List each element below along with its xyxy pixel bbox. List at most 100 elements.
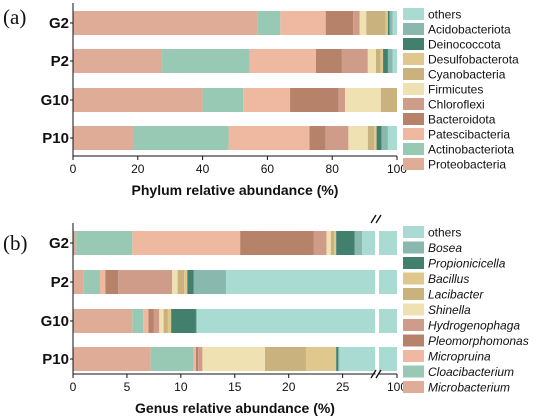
legend-label-shinella: Shinella — [428, 303, 471, 317]
legend-swatch-microbacterium — [403, 381, 424, 393]
axis-break-mark — [370, 214, 377, 224]
bar-g2-hydrogenophaga — [313, 231, 327, 255]
panel-b-label: (b) — [3, 231, 28, 255]
bar-p10-patescibacteria — [228, 126, 310, 150]
legend-label-deinococcota: Deinococcota — [428, 38, 501, 52]
legend-swatch-chloroflexi — [403, 98, 424, 110]
legend-swatch-patescibacteria — [403, 128, 424, 140]
axis-break-gap — [375, 217, 379, 376]
bar-g10-lacibacter — [163, 309, 168, 333]
legend-swatch-bosea — [403, 241, 424, 254]
legend-label-others: others — [428, 8, 461, 22]
legend-swatch-acidobacteriota — [403, 23, 424, 35]
category-label-g10: G10 — [41, 92, 69, 109]
x-tick-label-0: 0 — [70, 162, 77, 176]
x-tick-label-100: 100 — [387, 162, 407, 176]
legend-swatch-others — [403, 8, 424, 20]
x-tick-label-0: 0 — [70, 380, 77, 394]
x-tick-label-40: 40 — [196, 162, 210, 176]
bar-p10-microbacterium — [73, 347, 151, 371]
bar-g2-others — [392, 11, 397, 35]
bar-g10-cyanobacteria — [380, 88, 397, 112]
category-label-g2: G2 — [49, 235, 69, 252]
bar-g2-pleomorphomonas — [240, 231, 314, 255]
legend-swatch-cyanobacteria — [403, 68, 424, 80]
legend-swatch-micropruina — [403, 350, 424, 362]
legend-swatch-others — [403, 226, 424, 238]
legend-label-firmicutes: Firmicutes — [428, 83, 483, 97]
legend-label-acidobacteriota: Acidobacteriota — [428, 23, 511, 37]
bar-p10-chloroflexi — [325, 126, 349, 150]
bar-g10-cloacibacterium — [132, 309, 144, 333]
bar-p2-deinococcota — [383, 49, 388, 73]
bar-g2-micropruina — [132, 231, 241, 255]
bar-p2-cloacibacterium — [83, 270, 100, 294]
bar-p10-pleomorphomonas — [195, 347, 199, 371]
bar-p2-patescibacteria — [249, 49, 316, 73]
bar-p2-chloroflexi — [341, 49, 368, 73]
bar-p10-bacteroidota — [309, 126, 326, 150]
legend-label-micropruina: Micropruina — [428, 350, 491, 364]
bar-g2-shinella — [326, 231, 331, 255]
x-tick-label-20: 20 — [282, 380, 296, 394]
panel-a-legend: othersAcidobacteriotaDeinococcotaDesulfo… — [403, 8, 519, 172]
panel-a-label: (a) — [3, 5, 26, 29]
bar-p2-acidobacteriota — [387, 49, 393, 73]
bar-p10-deinococcota — [376, 126, 382, 150]
legend-swatch-hydrogenophaga — [403, 319, 424, 331]
legend-label-actinobacteriota: Actinobacteriota — [428, 143, 514, 157]
bar-p10-bosea — [338, 347, 340, 371]
legend-swatch-shinella — [403, 303, 424, 316]
legend-label-pleomorphomonas: Pleomorphomonas — [428, 334, 529, 348]
category-label-p10: P10 — [42, 130, 69, 147]
bar-g10-patescibacteria — [243, 88, 291, 112]
legend-swatch-firmicutes — [403, 83, 424, 95]
bar-g2-chloroflexi — [353, 11, 360, 35]
legend-swatch-actinobacteriota — [403, 143, 424, 155]
bar-g2-acidobacteriota — [389, 11, 393, 35]
panel-a-bars — [73, 11, 397, 150]
panel-a-axis: G2 P2 G10 P10 0 20 40 60 80 100 — [41, 3, 407, 176]
bar-g2-firmicutes — [359, 11, 367, 35]
bar-g2-patescibacteria — [280, 11, 326, 35]
bar-p2-desulfobacterota — [380, 49, 384, 73]
bar-p2-shinella — [172, 270, 178, 294]
bar-p10-cloacibacterium — [150, 347, 194, 371]
bar-g10-others — [197, 309, 375, 333]
bar-g10-microbacterium — [73, 309, 133, 333]
bar-g2-bacteroidota — [325, 11, 354, 35]
legend-label-microbacterium: Microbacterium — [428, 381, 510, 395]
legend-swatch-deinococcota — [403, 38, 424, 50]
bar-p2-others — [226, 270, 375, 294]
legend-label-cloacibacterium: Cloacibacterium — [428, 365, 514, 379]
legend-label-propionicicella: Propionicicella — [428, 257, 506, 271]
legend-label-others: others — [428, 226, 461, 240]
legend-label-bacillus: Bacillus — [428, 272, 469, 286]
bar-p10-actinobacteriota — [132, 126, 229, 150]
bar-g10-bacteroidota — [290, 88, 339, 112]
bar-g10-proteobacteria — [73, 88, 203, 112]
bar-g10-bacillus — [167, 309, 172, 333]
legend-swatch-cloacibacterium — [403, 365, 424, 378]
bar-p10-acidobacteriota — [381, 126, 388, 150]
category-label-g2: G2 — [49, 15, 69, 32]
legend-label-bosea: Bosea — [428, 241, 462, 255]
bar-p10-lacibacter — [264, 347, 306, 371]
x-tick-label-15: 15 — [228, 380, 242, 394]
bar-p2-pleomorphomonas — [105, 270, 119, 294]
panel-a: (a) G2 P2 G10 P10 0 20 40 60 80 100 Phylum relati… — [3, 3, 519, 198]
bar-p2-lacibacter — [177, 270, 185, 294]
bar-p10-propionicicella — [336, 347, 339, 371]
x-tick-label-20: 20 — [131, 162, 145, 176]
bar-g2-others-remainder — [379, 231, 397, 255]
bar-g10-pleomorphomonas — [148, 309, 154, 333]
bar-g10-bosea — [195, 309, 198, 333]
bar-p2-propionicicella — [187, 270, 194, 294]
x-tick-label-100: 100 — [387, 380, 407, 394]
bar-g2-others — [362, 231, 375, 255]
bar-g2-microbacterium — [73, 231, 77, 255]
axis-break-mark — [375, 214, 382, 224]
